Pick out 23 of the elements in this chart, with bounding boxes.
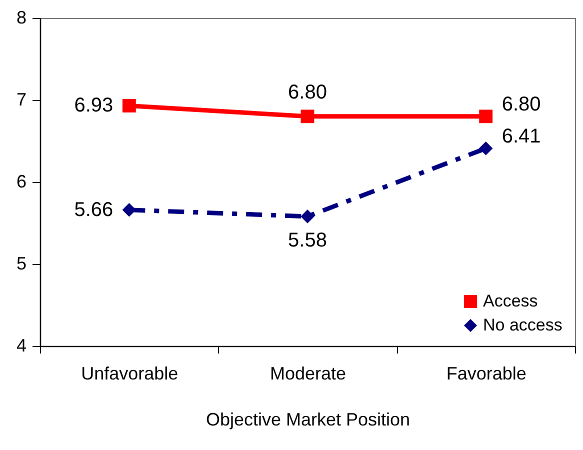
point	[479, 110, 493, 124]
point	[478, 141, 493, 156]
legend-label: No access	[483, 316, 562, 334]
point	[122, 99, 136, 112]
data-label: 6.41	[502, 125, 541, 148]
y-tick-label: 5	[16, 254, 26, 274]
point	[122, 202, 136, 217]
y-tick-label: 4	[16, 336, 26, 356]
data-label: 6.80	[288, 81, 327, 104]
data-label: 6.80	[502, 93, 541, 116]
data-label: 6.93	[74, 94, 114, 117]
y-tick-label: 6	[16, 172, 26, 192]
point	[300, 210, 314, 224]
x-axis-title: Objective Market Position	[206, 410, 410, 430]
x-tick-label: Favorable	[446, 364, 526, 384]
x-tick-label: Unfavorable	[81, 364, 178, 384]
data-label: 5.66	[74, 198, 114, 221]
data-label: 5.58	[288, 229, 327, 252]
point	[300, 110, 314, 124]
y-tick-label: 8	[16, 8, 26, 28]
legend-label: Access	[483, 292, 538, 310]
y-tick-label: 7	[16, 90, 26, 110]
x-tick-label: Moderate	[270, 364, 346, 384]
